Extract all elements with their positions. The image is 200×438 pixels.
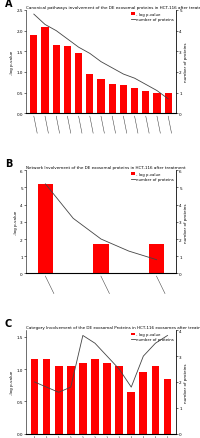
Text: A: A: [5, 0, 12, 9]
Bar: [53, 46, 60, 114]
Bar: [38, 184, 53, 274]
Legend: - log p-value, number of proteins: - log p-value, number of proteins: [131, 173, 174, 182]
Bar: [30, 35, 37, 114]
Bar: [55, 366, 63, 434]
Bar: [86, 75, 93, 114]
Y-axis label: number of proteins: number of proteins: [184, 203, 188, 242]
Text: Category Involvement of the DE exosomal Proteins in HCT-116 exosomes after treat: Category Involvement of the DE exosomal …: [26, 325, 200, 329]
Bar: [97, 80, 105, 114]
Bar: [131, 88, 138, 114]
Bar: [64, 47, 71, 114]
Y-axis label: number of proteins: number of proteins: [184, 362, 188, 402]
Legend: - log p-value, number of proteins: - log p-value, number of proteins: [131, 13, 174, 22]
Bar: [164, 379, 171, 434]
Legend: - log p-value, number of proteins: - log p-value, number of proteins: [131, 332, 174, 342]
Bar: [91, 360, 99, 434]
Bar: [43, 360, 50, 434]
Bar: [120, 86, 127, 114]
Bar: [109, 85, 116, 114]
Text: Network Involvement of the DE exosomal proteins in HCT-116 after treatment: Network Involvement of the DE exosomal p…: [26, 166, 186, 170]
Text: Canonical pathways involvement of the DE exosomal proteins in HCT-116 after trea: Canonical pathways involvement of the DE…: [26, 6, 200, 10]
Y-axis label: -log p-value: -log p-value: [10, 50, 14, 74]
Y-axis label: -log p-value: -log p-value: [14, 210, 18, 234]
Bar: [153, 94, 161, 114]
Bar: [127, 392, 135, 434]
Bar: [149, 244, 164, 274]
Y-axis label: -log p-value: -log p-value: [10, 370, 14, 394]
Bar: [31, 360, 38, 434]
Bar: [115, 366, 123, 434]
Bar: [152, 366, 159, 434]
Bar: [93, 244, 109, 274]
Bar: [67, 366, 75, 434]
Bar: [139, 372, 147, 434]
Bar: [75, 54, 82, 114]
Text: B: B: [5, 159, 12, 168]
Bar: [142, 92, 149, 114]
Bar: [41, 28, 49, 114]
Bar: [165, 94, 172, 114]
Bar: [103, 363, 111, 434]
Y-axis label: number of proteins: number of proteins: [184, 43, 188, 82]
Bar: [79, 363, 87, 434]
Text: C: C: [5, 318, 12, 328]
